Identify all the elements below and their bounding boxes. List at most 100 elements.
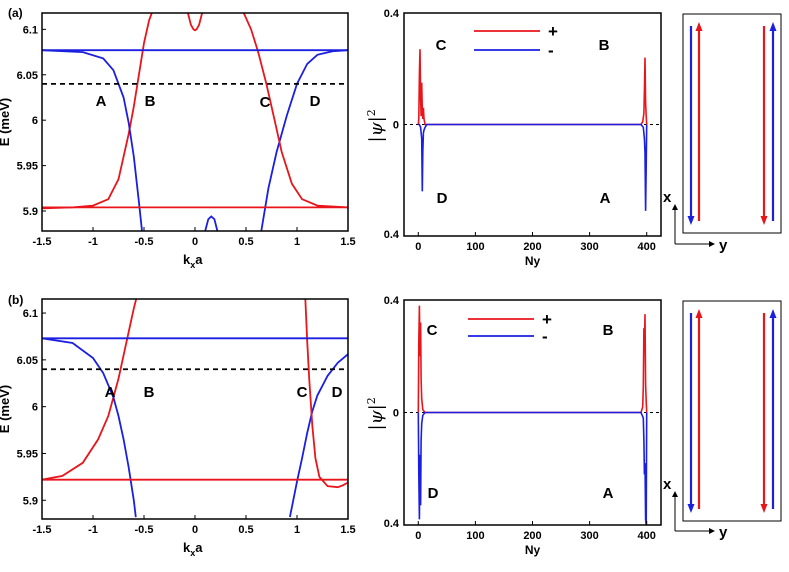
x-tick-label: -1.5 (33, 236, 52, 248)
y-tick-label: 0 (393, 408, 399, 420)
x-label-a: a (195, 252, 203, 267)
x-axis-label: kxa (183, 540, 203, 558)
x-tick-label: -1 (88, 524, 98, 536)
x-label-sub: x (190, 548, 195, 558)
y-tick-label: 6 (32, 402, 38, 414)
y-axis-label: |ψ|2 (365, 397, 387, 430)
band-plot-0: -1.5 -1 -0.5 0 0.5 1 1.5 6.1 6.05 6 5.95 5.9 kxa E (m… (0, 12, 356, 270)
axis-icon-x-label: x (663, 476, 672, 493)
legend-label-plus: + (548, 22, 558, 41)
axis-icon-x-label: x (663, 189, 672, 206)
x-label-k: k (183, 540, 191, 555)
edge-arrow-head (695, 22, 703, 31)
legend: +- (474, 22, 558, 60)
band-line-1 (42, 49, 143, 231)
y-label-exp: 2 (365, 109, 378, 116)
y-tick-label: 0.4 (384, 295, 400, 307)
y-tick-label: 6.1 (23, 24, 38, 36)
y-label-exp: 2 (365, 397, 378, 404)
edge-arrow-head (769, 309, 777, 318)
axis-icon-y-head (709, 241, 715, 247)
y-tick-label: 0.4 (384, 8, 400, 20)
x-tick-label: 0.5 (238, 524, 253, 536)
y-tick-label: 0.4 (384, 518, 400, 530)
legend-label-minus: - (542, 327, 548, 346)
point-label-a: A (603, 485, 614, 502)
band-line-2 (260, 49, 348, 231)
band-plot-2: -1.5 -1 -0.5 0 0.5 1 1.5 6.1 6.05 6 5.95 5.9 kxa E (m… (0, 298, 356, 558)
wave-plot-1: 0 100 200 300 400 0.4 0 0.4 Ny |ψ|2 (365, 8, 662, 268)
point-label-d: D (437, 190, 448, 207)
band-line-4 (187, 13, 203, 32)
y-label-psi: |ψ| (366, 116, 387, 142)
y-tick-label: 6.05 (17, 355, 38, 367)
edge-arrow-head (695, 309, 703, 318)
band-curves (42, 13, 348, 231)
x-tick-label: 200 (523, 530, 541, 542)
band-curves (42, 299, 348, 518)
axis-icon-y-head (709, 528, 715, 534)
edge-arrow-head (760, 216, 768, 225)
axis-icon-y-label: y (719, 237, 728, 254)
band-line-0 (42, 13, 153, 210)
x-axis-label: Ny (525, 543, 541, 557)
x-tick-label: 400 (638, 530, 656, 542)
x-axis-label: Ny (525, 254, 541, 268)
panel-label: (a) (8, 6, 23, 20)
x-axis-label: kxa (183, 252, 203, 270)
xy-axes-icon-1 (672, 491, 715, 534)
x-tick-label: -0.5 (135, 524, 154, 536)
band-line-0 (42, 299, 138, 481)
x-tick-label: -0.5 (135, 236, 154, 248)
point-label-d: D (428, 485, 439, 502)
x-tick-label: 100 (466, 530, 484, 542)
axis-icon-x-head (672, 491, 678, 497)
x-label-k: k (183, 252, 191, 267)
point-label-a: A (105, 384, 116, 401)
y-tick-label: 5.9 (23, 206, 38, 218)
axis-icon-y-label: y (719, 524, 728, 541)
x-tick-label: 0.5 (238, 236, 253, 248)
schematic-frame (682, 300, 782, 522)
x-tick-label: 0 (415, 241, 421, 253)
edge-arrow-head (687, 504, 695, 513)
edge-state-schematic-1 (682, 300, 782, 522)
band-line-3 (304, 299, 348, 489)
point-label-d: D (310, 93, 321, 110)
wave-series-minus (417, 411, 648, 526)
point-label-c: C (260, 94, 271, 111)
y-label-psi: |ψ| (366, 404, 387, 430)
point-label-c: C (436, 37, 447, 54)
x-tick-label: 300 (580, 241, 598, 253)
wave-series-plus (417, 49, 648, 126)
point-label-d: D (332, 384, 343, 401)
xy-axes-icon-0 (672, 204, 715, 247)
x-tick-label: 300 (580, 530, 598, 542)
plot-frame (41, 298, 349, 520)
x-tick-label: -1 (88, 236, 98, 248)
wave-series-minus (418, 123, 648, 211)
edge-state-schematic-0 (682, 13, 782, 234)
x-tick-label: 100 (466, 241, 484, 253)
legend-label-minus: - (548, 41, 554, 60)
y-tick-label: 5.95 (17, 448, 38, 460)
edge-arrow-head (769, 22, 777, 31)
panel-label: (b) (8, 293, 23, 307)
point-label-b: B (145, 93, 156, 110)
point-label-c: C (297, 384, 308, 401)
band-line-2 (289, 353, 348, 518)
x-tick-label: 1.5 (340, 236, 355, 248)
x-tick-label: 0 (415, 530, 421, 542)
wave-plot-3: 0 100 200 300 400 0.4 0 0.4 Ny |ψ|2 (365, 295, 662, 557)
x-tick-label: 1 (294, 236, 300, 248)
x-tick-label: 0 (192, 236, 198, 248)
x-tick-label: 400 (638, 241, 656, 253)
point-label-a: A (600, 190, 611, 207)
point-label-b: B (603, 322, 614, 339)
x-tick-label: 0 (192, 524, 198, 536)
x-tick-label: 1.5 (340, 524, 355, 536)
y-axis-label: E (meV) (0, 385, 12, 433)
y-tick-label: 6 (32, 115, 38, 127)
y-tick-label: 5.9 (23, 495, 38, 507)
